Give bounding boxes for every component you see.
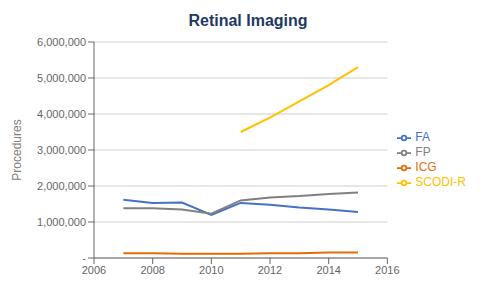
svg-text:2006: 2006 bbox=[82, 264, 106, 276]
svg-text:Procedures: Procedures bbox=[10, 119, 24, 180]
svg-text:4,000,000: 4,000,000 bbox=[37, 108, 86, 120]
svg-text:2014: 2014 bbox=[316, 264, 340, 276]
html-text:FP: FP bbox=[415, 145, 431, 160]
svg-text:3,000,000: 3,000,000 bbox=[37, 144, 86, 156]
svg-text:2010: 2010 bbox=[199, 264, 223, 276]
svg-text:2008: 2008 bbox=[140, 264, 164, 276]
svg-text:6,000,000: 6,000,000 bbox=[37, 36, 86, 48]
svg-text:-: - bbox=[82, 252, 86, 264]
html-text:ICG: ICG bbox=[415, 160, 437, 174]
svg-text:2,000,000: 2,000,000 bbox=[37, 180, 86, 192]
svg-text:2012: 2012 bbox=[258, 264, 282, 276]
svg-text:1,000,000: 1,000,000 bbox=[37, 216, 86, 228]
svg-text:2016: 2016 bbox=[375, 264, 399, 276]
html-text:SCODI-R: SCODI-R bbox=[415, 174, 466, 189]
html-text:Retinal Imaging: Retinal Imaging bbox=[188, 12, 308, 29]
html-text:FA: FA bbox=[415, 130, 430, 145]
svg-text:5,000,000: 5,000,000 bbox=[37, 72, 86, 84]
